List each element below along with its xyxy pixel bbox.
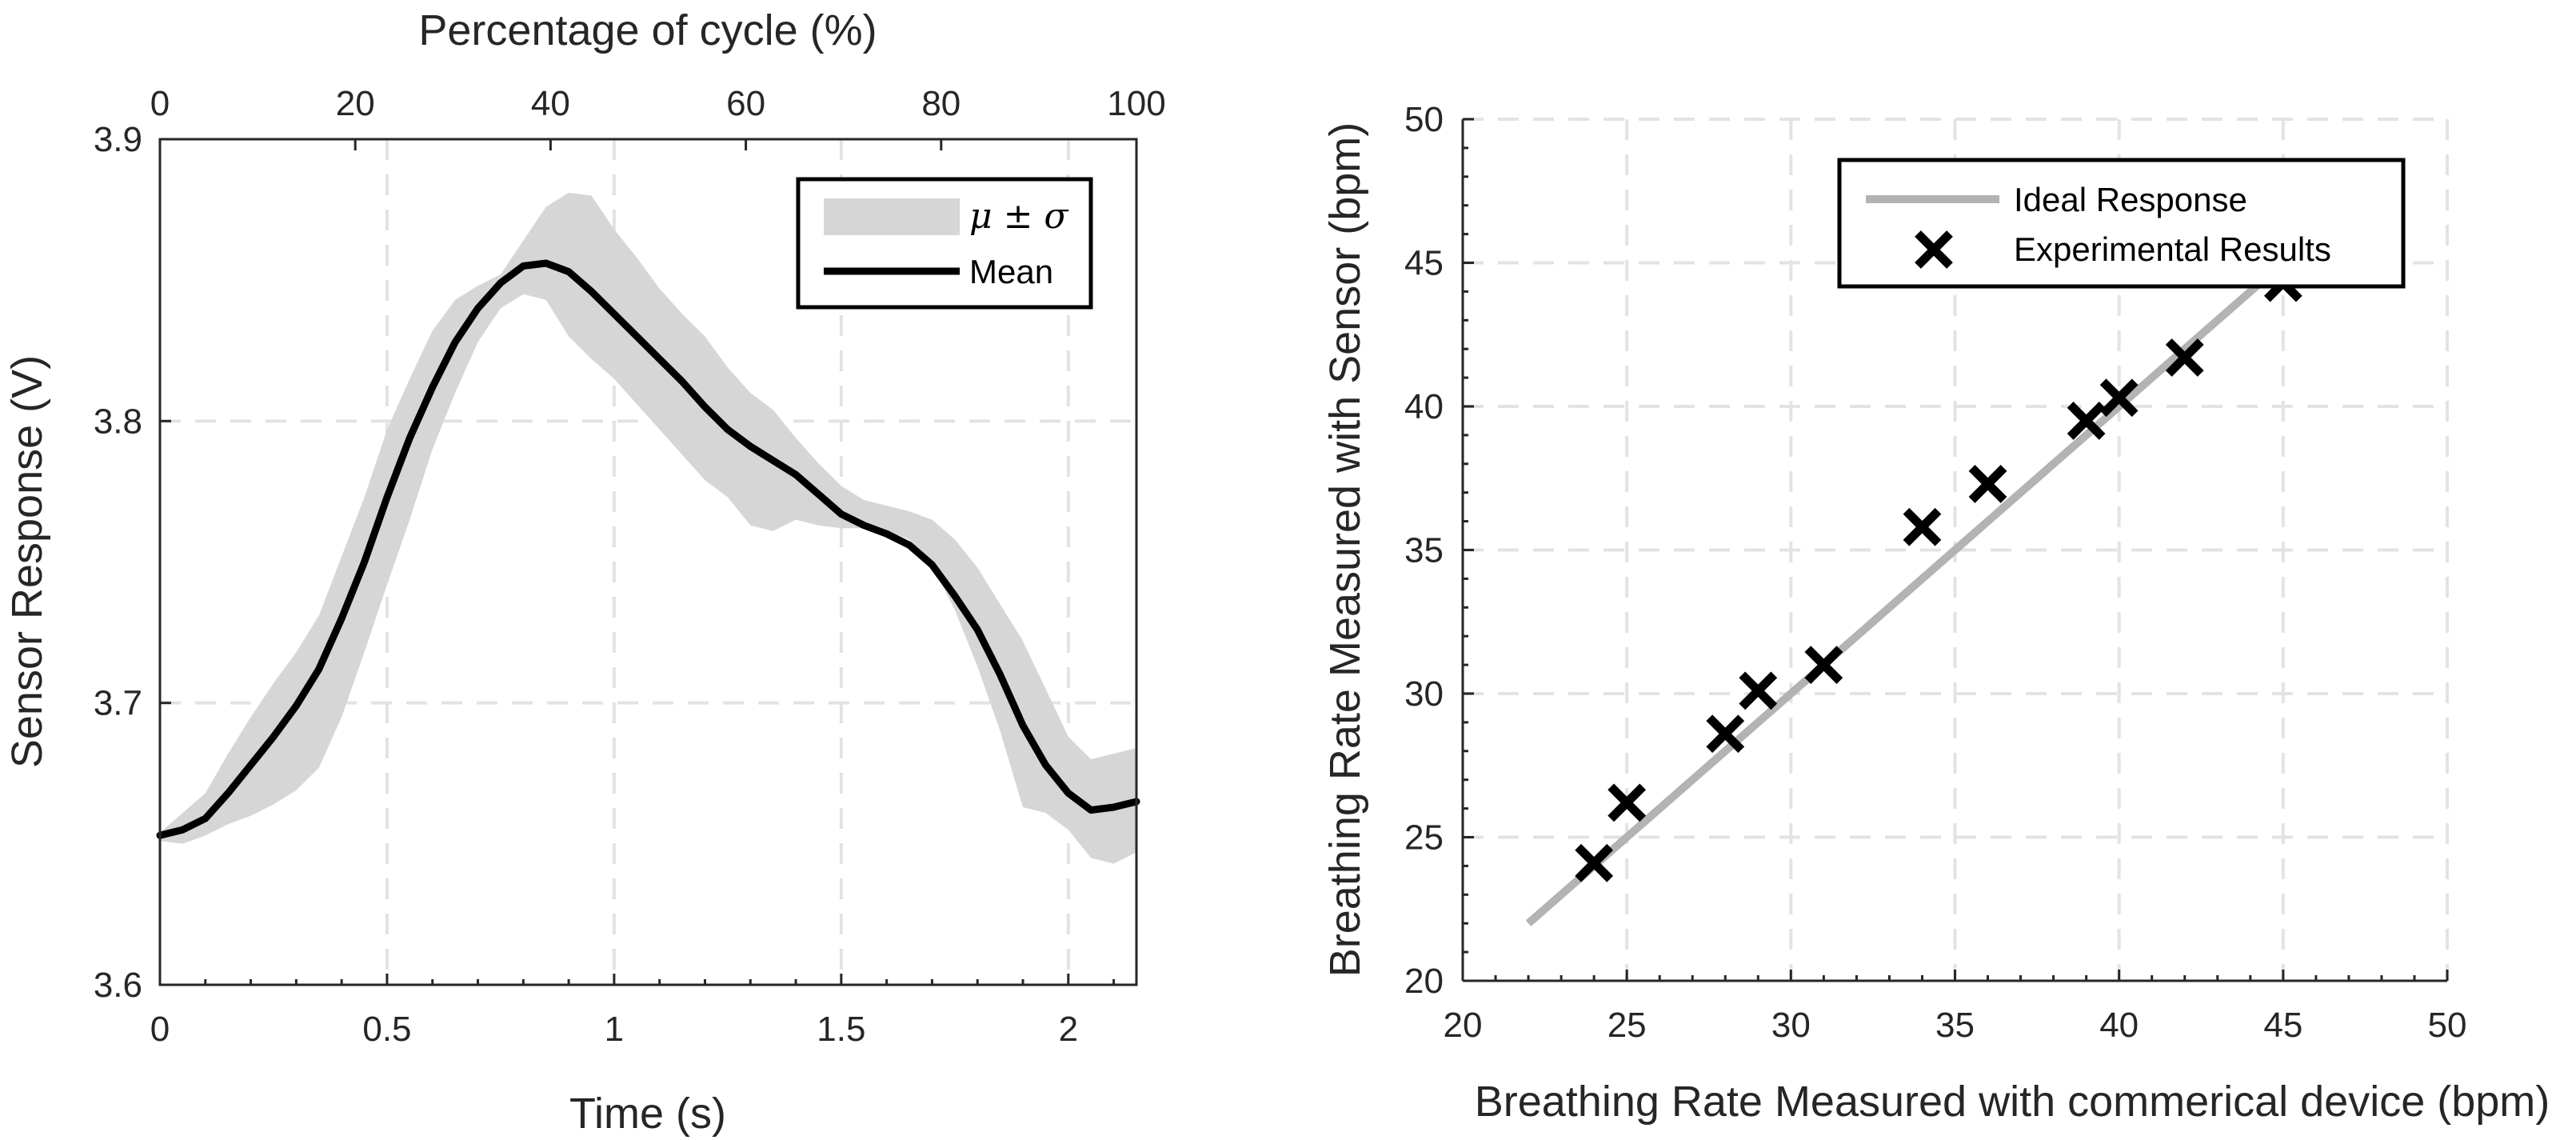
right-legend-box (1837, 158, 2406, 289)
right-x-tick-label: 20 (1444, 1006, 1483, 1045)
experimental-point (1903, 507, 1942, 546)
experimental-point (1706, 714, 1745, 754)
experimental-point (1968, 465, 2007, 503)
right-y-tick-label: 40 (1404, 387, 1444, 426)
experimental-point (1804, 646, 1843, 684)
right-ticks: 20 25 30 35 40 45 50 20 25 30 35 40 45 50 (1404, 100, 2466, 1045)
legend-label-mean: Mean (969, 253, 1053, 290)
left-x-tick-label: 0.5 (362, 1010, 411, 1049)
left-top-tick-label: 0 (150, 84, 170, 123)
left-y-axis-label: Sensor Response (V) (3, 355, 51, 768)
left-top-tick-label: 80 (921, 84, 961, 123)
experimental-point (1739, 671, 1778, 710)
left-x-axis-label: Time (s) (569, 1090, 726, 1138)
legend-label-ideal: Ideal Response (2014, 181, 2247, 218)
left-y-tick-label: 3.6 (94, 966, 142, 1005)
right-y-tick-label: 35 (1404, 531, 1444, 570)
left-top-tick-label: 100 (1107, 84, 1165, 123)
left-x-tick-label: 0 (150, 1010, 170, 1049)
ideal-response-line (1525, 230, 2319, 926)
legend-cross-marker (1915, 230, 1953, 269)
left-y-tick-label: 3.9 (94, 120, 142, 159)
right-x-tick-label: 25 (1608, 1006, 1647, 1045)
left-axes-box (158, 138, 1138, 986)
sigma-band (160, 192, 1136, 864)
right-y-tick-label: 50 (1404, 100, 1444, 139)
right-legend: Ideal Response Experimental Results (1837, 158, 2406, 289)
left-x-tick-label: 1.5 (817, 1010, 865, 1049)
breathing-rate-chart: 20 25 30 35 40 45 50 20 25 30 35 40 45 50 Breathing R… (1321, 100, 2550, 1126)
experimental-point (1575, 843, 1614, 882)
left-top-tick-label: 60 (726, 84, 765, 123)
legend-label-experimental: Experimental Results (2014, 230, 2331, 268)
left-top-axis-label: Percentage of cycle (%) (418, 6, 877, 54)
right-y-tick-label: 20 (1404, 962, 1444, 1001)
legend-band-swatch (824, 198, 960, 235)
experimental-point (1608, 783, 1647, 822)
legend-label-sigma: μ ± σ (969, 196, 1069, 237)
left-x-tick-label: 1 (605, 1010, 624, 1049)
experimental-point (2165, 338, 2204, 377)
right-y-tick-label: 25 (1404, 818, 1444, 858)
left-legend: μ ± σ Mean (796, 177, 1093, 310)
right-y-axis-label: Breathing Rate Measured with Sensor (bpm… (1321, 122, 1369, 978)
left-y-tick-label: 3.8 (94, 402, 142, 441)
right-x-tick-label: 40 (2099, 1006, 2139, 1045)
left-x-tick-label: 2 (1059, 1010, 1078, 1049)
right-y-tick-label: 30 (1404, 674, 1444, 714)
right-x-tick-label: 30 (1771, 1006, 1811, 1045)
right-y-tick-label: 45 (1404, 244, 1444, 283)
left-y-tick-label: 3.7 (94, 684, 142, 723)
right-x-tick-label: 45 (2263, 1006, 2302, 1045)
right-x-axis-label: Breathing Rate Measured with commerical … (1475, 1078, 2550, 1126)
right-x-tick-label: 35 (1935, 1006, 1975, 1045)
experimental-point (2099, 378, 2139, 418)
experimental-point (2067, 402, 2106, 440)
left-top-tick-label: 40 (531, 84, 570, 123)
left-top-tick-label: 20 (336, 84, 375, 123)
right-x-tick-label: 50 (2428, 1006, 2467, 1045)
mean-line (156, 259, 1140, 839)
